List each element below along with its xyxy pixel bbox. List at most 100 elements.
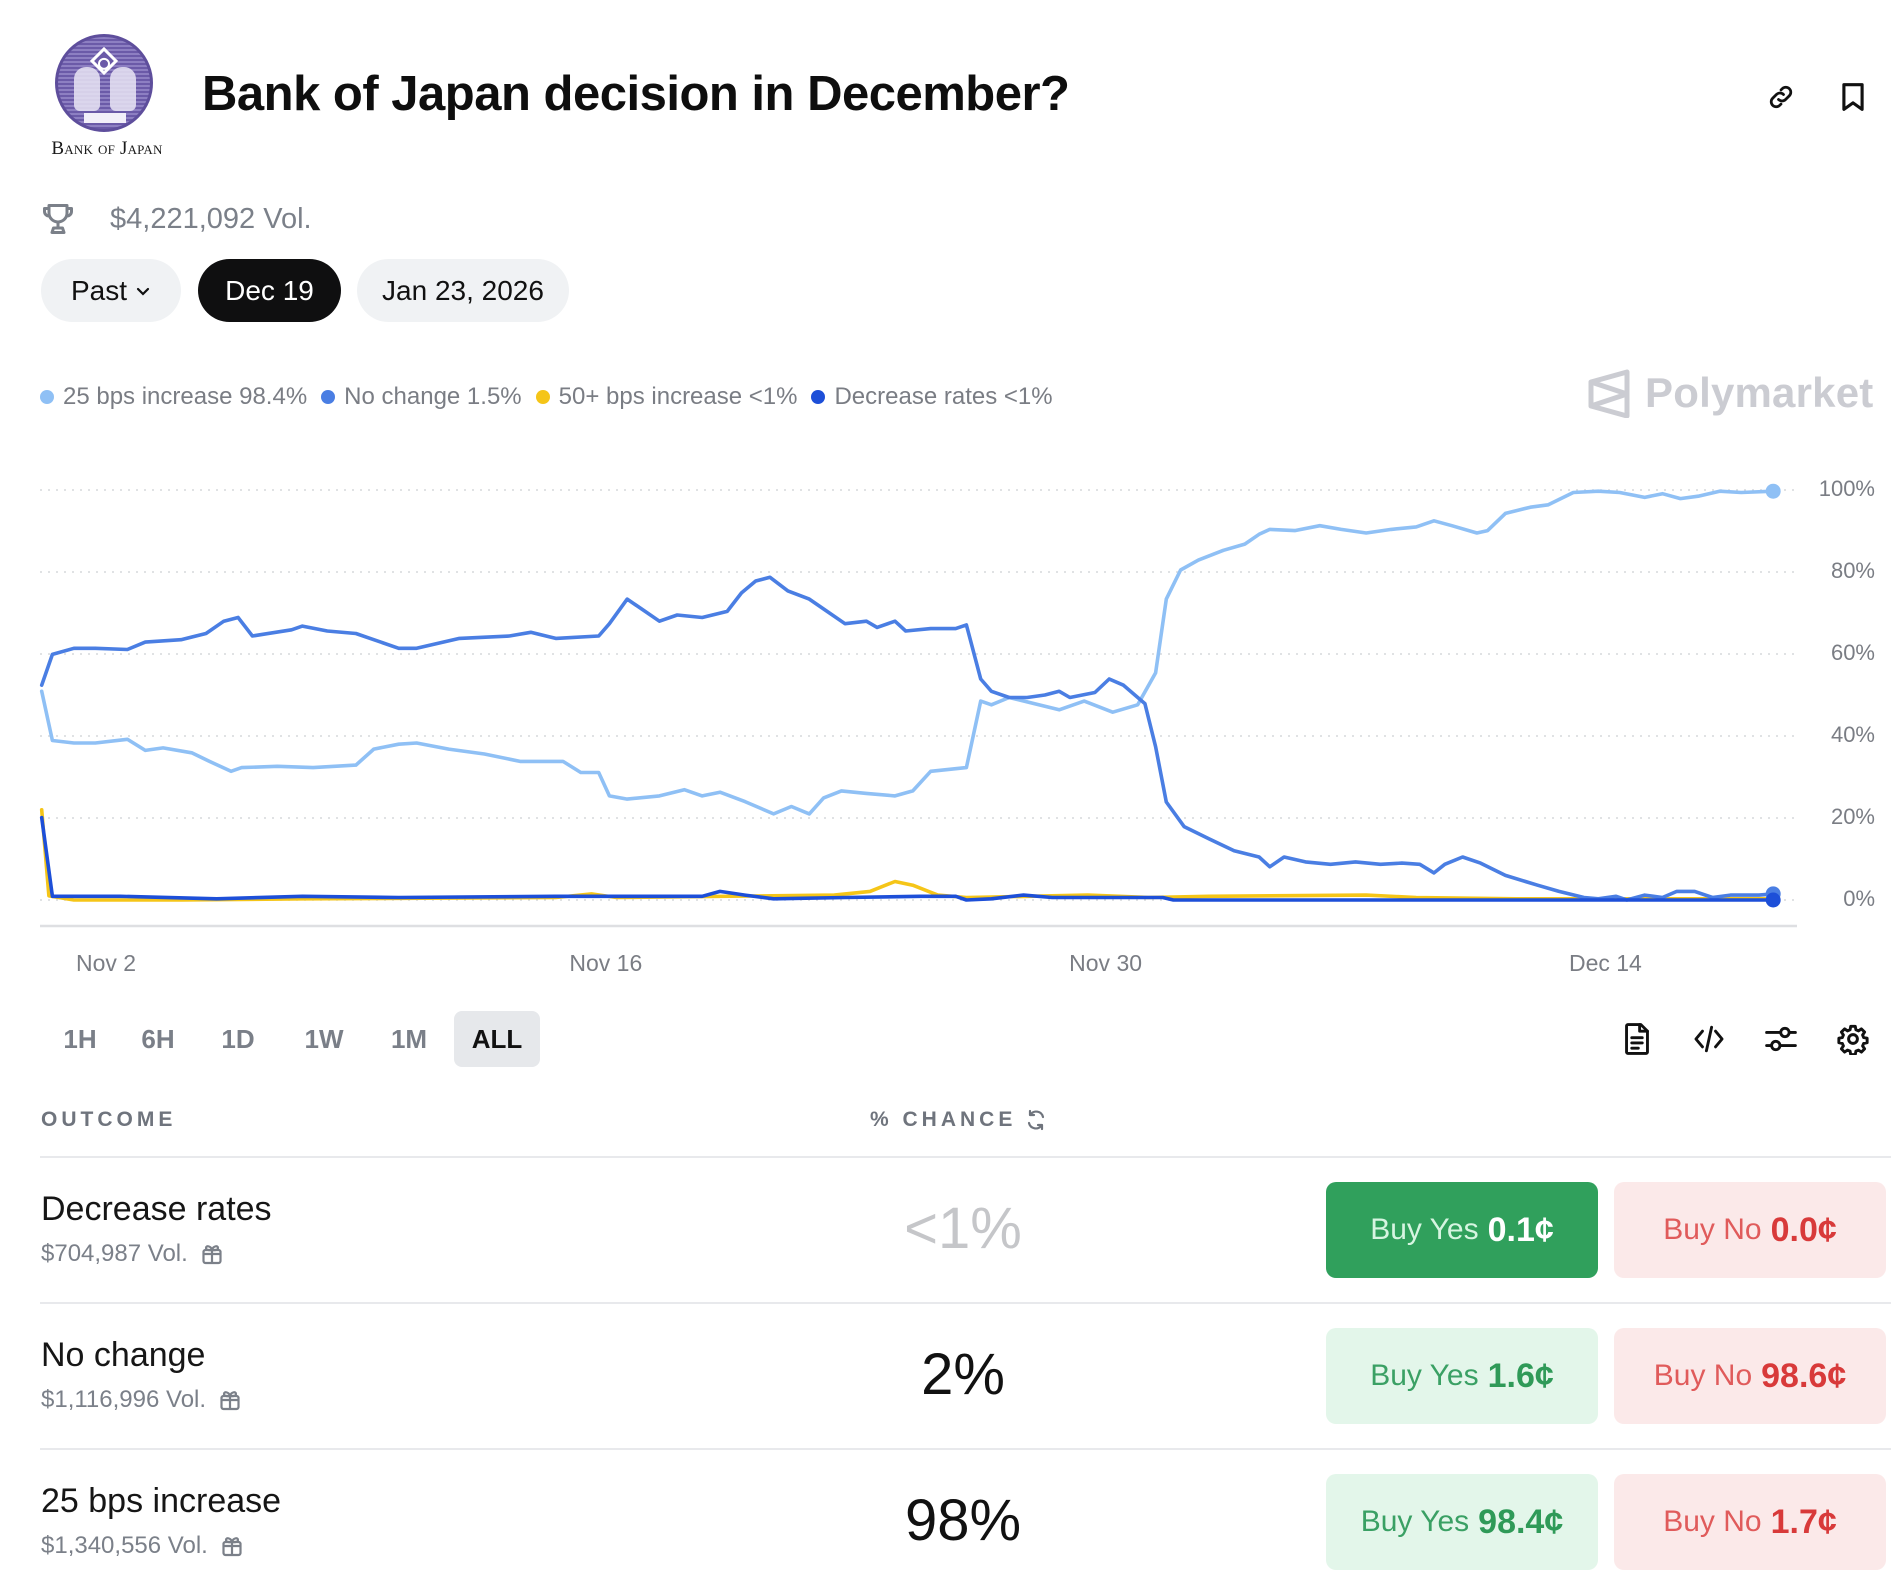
buy-no-button[interactable]: Buy No 1.7¢ <box>1614 1474 1886 1570</box>
price-history-chart[interactable] <box>0 0 1891 1000</box>
chart-legend: 25 bps increase 98.4% No change 1.5% 50+… <box>40 379 1067 415</box>
buy-no-price: 1.7¢ <box>1770 1502 1837 1541</box>
buy-no-label: Buy No <box>1653 1359 1753 1392</box>
gift-icon[interactable] <box>220 1534 244 1558</box>
date-tab-label: Jan 23, 2026 <box>382 274 544 306</box>
series-end-marker <box>1765 483 1781 499</box>
table-divider <box>40 1156 1891 1158</box>
y-tick-label: 100% <box>1818 476 1875 501</box>
outcome-name: Decrease rates <box>41 1190 272 1228</box>
total-volume: $4,221,092 Vol. <box>40 198 312 240</box>
legend-dot <box>535 390 550 404</box>
outcome-chance: 2% <box>921 1342 1005 1407</box>
series-line-no-change <box>39 575 1775 902</box>
range-tab-1m[interactable]: 1M <box>390 1023 428 1054</box>
buy-yes-button[interactable]: Buy Yes 98.4¢ <box>1326 1474 1598 1570</box>
legend-label: No change 1.5% <box>344 383 522 410</box>
buy-yes-price: 1.6¢ <box>1487 1356 1554 1395</box>
buy-yes-label: Buy Yes <box>1360 1505 1470 1538</box>
range-tab-6h[interactable]: 6H <box>141 1023 175 1054</box>
table-divider <box>40 1448 1891 1450</box>
buy-no-price: 0.0¢ <box>1770 1210 1837 1249</box>
outcome-volume-text: $1,116,996 Vol. <box>41 1386 207 1413</box>
y-tick-label: 0% <box>1843 886 1875 911</box>
link-icon <box>1769 85 1793 109</box>
brand-name: Polymarket <box>1645 369 1874 416</box>
range-tab-all[interactable]: ALL <box>454 1011 540 1067</box>
x-tick-label: Nov 30 <box>1069 950 1143 976</box>
chance-header-label: % CHANCE <box>870 1108 1017 1131</box>
volume-text: $4,221,092 Vol. <box>110 202 312 235</box>
date-tab-jan-23-2026[interactable]: Jan 23, 2026 <box>357 259 569 322</box>
series-line-25-bps-increase <box>39 489 1775 816</box>
y-tick-label: 60% <box>1830 640 1875 665</box>
series-line-decrease-rates <box>39 815 1775 902</box>
buy-no-label: Buy No <box>1663 1213 1762 1246</box>
y-tick-label: 40% <box>1830 722 1875 747</box>
chevron-down-icon <box>136 287 150 296</box>
range-tab-1d[interactable]: 1D <box>221 1023 255 1054</box>
series-end-marker <box>1765 892 1781 908</box>
outcome-name: 25 bps increase <box>41 1482 282 1520</box>
date-tab-past[interactable]: Past <box>41 259 181 322</box>
date-tab-label: Dec 19 <box>225 274 314 306</box>
bank-of-japan-logo: Bank of Japan <box>40 32 170 164</box>
legend-label: 50+ bps increase <1% <box>558 383 798 410</box>
chart-settings-sliders-button[interactable] <box>1762 1020 1800 1058</box>
x-tick-label: Nov 16 <box>569 950 643 976</box>
legend-label: Decrease rates <1% <box>834 383 1053 410</box>
date-tab-label: Past <box>70 274 128 306</box>
table-divider <box>40 1302 1891 1304</box>
buy-yes-button[interactable]: Buy Yes 0.1¢ <box>1326 1182 1598 1278</box>
gift-icon[interactable] <box>200 1242 224 1266</box>
rules-button[interactable] <box>1618 1020 1656 1058</box>
series-line-50-bps-increase <box>39 808 1775 902</box>
legend-dot <box>811 390 826 404</box>
buy-no-price: 98.6¢ <box>1761 1356 1847 1395</box>
gear-icon <box>1837 1024 1869 1055</box>
legend-item-decrease: Decrease rates <1% <box>811 383 1053 411</box>
x-tick-label: Nov 2 <box>75 950 137 976</box>
trophy-icon <box>43 204 73 234</box>
range-tab-1w[interactable]: 1W <box>304 1023 344 1054</box>
outcome-volume: $704,987 Vol. <box>41 1240 224 1268</box>
outcome-chance: 98% <box>904 1488 1022 1553</box>
settings-button[interactable] <box>1834 1020 1872 1058</box>
gift-icon[interactable] <box>218 1388 242 1412</box>
bookmark-button[interactable] <box>1836 80 1870 114</box>
buy-yes-price: 0.1¢ <box>1487 1210 1554 1249</box>
outcome-volume: $1,116,996 Vol. <box>41 1386 242 1414</box>
embed-button[interactable] <box>1690 1020 1728 1058</box>
x-tick-label: Dec 14 <box>1568 950 1642 976</box>
buy-yes-label: Buy Yes <box>1370 1359 1479 1392</box>
date-tab-dec-19[interactable]: Dec 19 <box>198 259 341 322</box>
y-tick-label: 80% <box>1830 558 1875 583</box>
polymarket-logo-icon <box>1588 369 1630 418</box>
legend-item-25bps: 25 bps increase 98.4% <box>40 383 307 411</box>
buy-yes-button[interactable]: Buy Yes 1.6¢ <box>1326 1328 1598 1424</box>
outcome-name: No change <box>41 1336 206 1374</box>
logo-text: Bank of Japan <box>51 138 163 159</box>
range-tab-1h[interactable]: 1H <box>63 1023 97 1054</box>
copy-link-button[interactable] <box>1764 80 1798 114</box>
polymarket-watermark: Polymarket <box>1587 368 1873 418</box>
outcome-volume: $1,340,556 Vol. <box>41 1532 244 1560</box>
sliders-icon <box>1765 1026 1797 1052</box>
buy-yes-price: 98.4¢ <box>1478 1502 1564 1541</box>
buy-no-label: Buy No <box>1663 1505 1762 1538</box>
legend-dot <box>321 390 336 404</box>
bookmark-icon <box>1842 83 1864 111</box>
buy-no-button[interactable]: Buy No 0.0¢ <box>1614 1182 1886 1278</box>
legend-item-50bps: 50+ bps increase <1% <box>535 383 798 411</box>
outcome-chance: <1% <box>904 1196 1022 1261</box>
y-tick-label: 20% <box>1830 804 1875 829</box>
seal-icon <box>55 34 153 132</box>
column-header-chance: % CHANCE <box>870 1108 1048 1132</box>
outcome-volume-text: $704,987 Vol. <box>41 1240 188 1267</box>
refresh-icon[interactable] <box>1024 1108 1048 1132</box>
buy-no-button[interactable]: Buy No 98.6¢ <box>1614 1328 1886 1424</box>
legend-dot <box>40 390 54 404</box>
page-title: Bank of Japan decision in December? <box>202 67 1070 121</box>
document-icon <box>1625 1023 1649 1055</box>
code-icon <box>1694 1025 1724 1053</box>
